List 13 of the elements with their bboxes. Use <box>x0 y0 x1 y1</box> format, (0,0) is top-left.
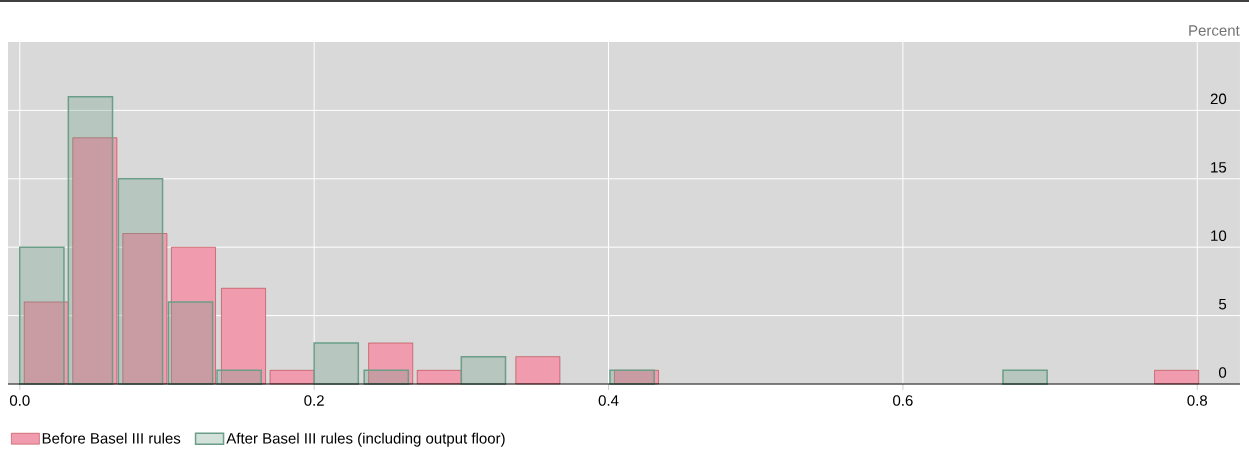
y-tick-label: 5 <box>1219 298 1227 310</box>
legend-label: After Basel III rules (including output floor) <box>226 432 505 447</box>
y-tick-label: 20 <box>1210 93 1227 105</box>
y-tick-label: 10 <box>1211 230 1227 241</box>
y-axis-title: Percent <box>1189 25 1240 36</box>
x-tick-label: 0.8 <box>1187 395 1208 406</box>
legend-label: Before Basel III rules <box>42 432 181 444</box>
x-tick-label: 0.4 <box>598 395 619 406</box>
y-tick-label: 0 <box>1219 367 1227 378</box>
y-tick-label: 15 <box>1211 162 1227 173</box>
x-tick-label: 0.6 <box>893 395 913 406</box>
x-tick-label: 0.2 <box>304 395 324 406</box>
x-tick-label: 0.0 <box>9 395 30 406</box>
